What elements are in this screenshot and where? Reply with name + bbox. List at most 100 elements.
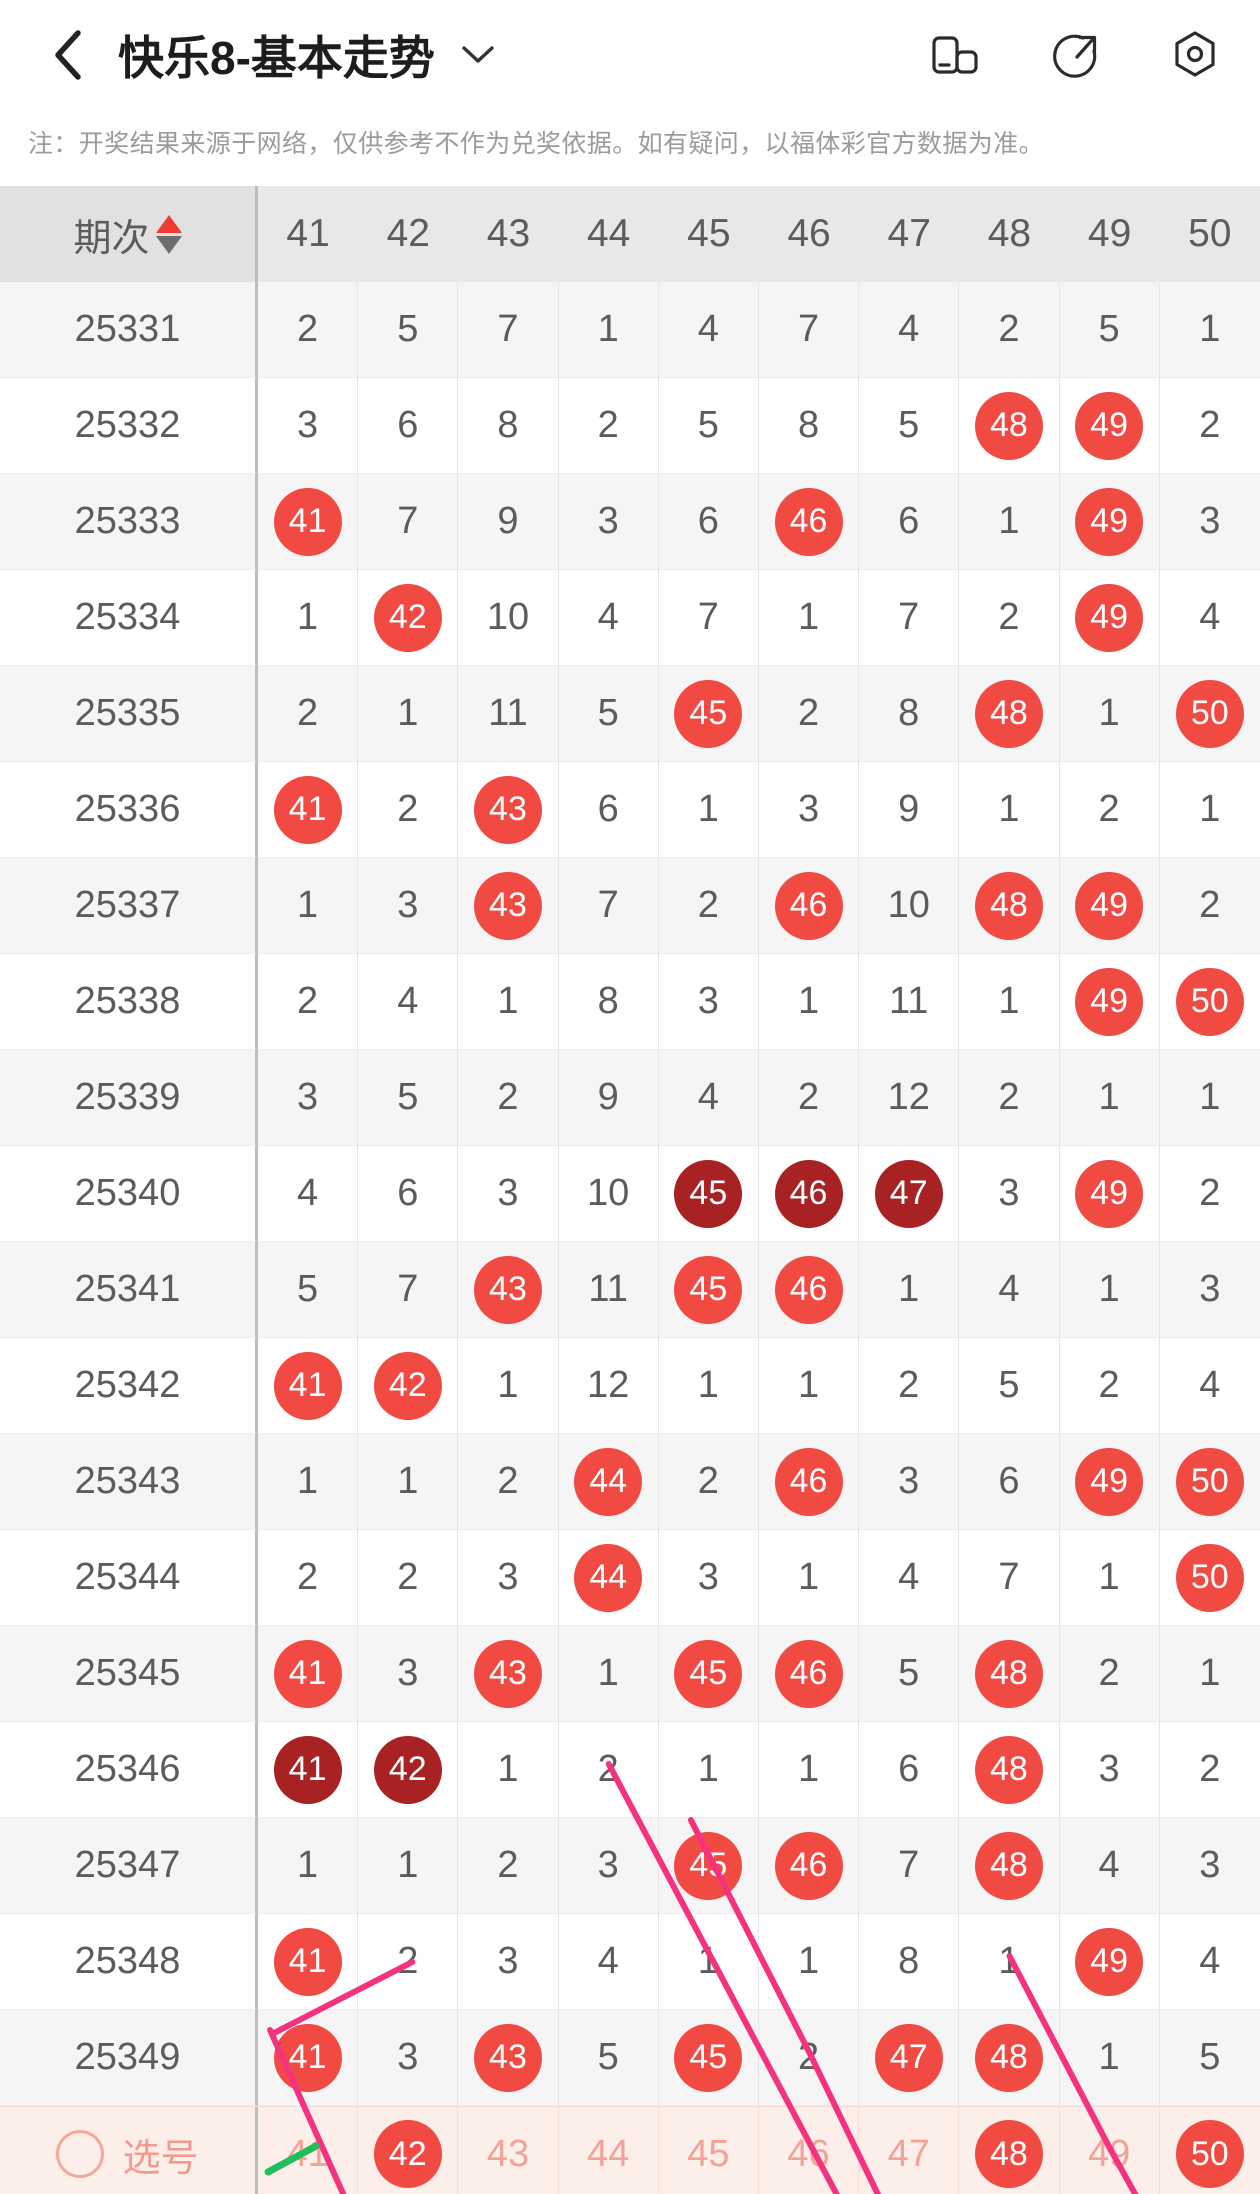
- table-row: 25331 2 5 7 1 4 7 4 2 5 1: [0, 282, 1260, 378]
- cell-48: 48: [959, 1722, 1060, 1818]
- pick-number-selected[interactable]: 50: [1175, 2120, 1244, 2188]
- cell-46: 2: [758, 1050, 860, 1146]
- cell-42: 6: [358, 1146, 459, 1242]
- pick-number-row[interactable]: 选号 41 42 43 44 45 46 47 48 49 50: [0, 2106, 1260, 2194]
- pick-number-46[interactable]: 46: [758, 2107, 860, 2194]
- split-screen-icon[interactable]: [926, 26, 984, 84]
- column-header-44[interactable]: 44: [558, 186, 659, 282]
- pick-label-cell[interactable]: 选号: [0, 2107, 258, 2194]
- pick-number-48[interactable]: 48: [959, 2107, 1060, 2194]
- cell-43: 8: [458, 378, 559, 474]
- column-header-50[interactable]: 50: [1159, 186, 1260, 282]
- hit-ball: 46: [774, 1447, 843, 1516]
- table-row: 25343 1 1 2 44 2 46 3 6 49 50: [0, 1434, 1260, 1530]
- column-header-period[interactable]: 期次: [0, 186, 258, 282]
- hit-ball: 50: [1175, 679, 1244, 748]
- column-header-41[interactable]: 41: [258, 186, 359, 282]
- unchecked-circle-icon[interactable]: [56, 2130, 105, 2178]
- table-row: 25340 4 6 3 10 45 46 47 3 49 2: [0, 1146, 1260, 1242]
- cell-49: 49: [1059, 1434, 1160, 1530]
- row-period: 25336: [0, 762, 258, 858]
- hit-ball: 49: [1075, 1447, 1144, 1516]
- cell-47: 9: [859, 762, 960, 858]
- sort-ascending-arrow[interactable]: [155, 214, 182, 233]
- cell-42: 1: [358, 1434, 459, 1530]
- back-button[interactable]: [40, 27, 96, 83]
- column-header-42[interactable]: 42: [358, 186, 459, 282]
- sort-toggle[interactable]: [155, 214, 182, 254]
- cell-43: 43: [458, 762, 559, 858]
- cell-47: 10: [859, 858, 960, 954]
- table-row: 25349 41 3 43 5 45 2 47 48 1 5: [0, 2010, 1260, 2106]
- pick-number-50[interactable]: 50: [1159, 2107, 1260, 2194]
- cell-42: 3: [358, 1626, 459, 1722]
- navigation-bar: 快乐8-基本走势: [0, 0, 1260, 110]
- hit-ball-repeat: 46: [774, 1159, 843, 1228]
- pick-number-49[interactable]: 49: [1059, 2107, 1160, 2194]
- cell-43: 1: [458, 1338, 559, 1434]
- cell-44: 1: [558, 282, 659, 378]
- cell-42: 3: [358, 858, 459, 954]
- hit-ball: 44: [574, 1447, 643, 1516]
- cell-49: 49: [1059, 1914, 1160, 2010]
- table-row: 25333 41 7 9 3 6 46 6 1 49 3: [0, 474, 1260, 570]
- cell-41: 5: [258, 1242, 359, 1338]
- share-arrow-icon[interactable]: [1046, 26, 1104, 84]
- cell-44: 2: [558, 378, 659, 474]
- cell-42: 7: [358, 1242, 459, 1338]
- cell-47: 12: [859, 1050, 960, 1146]
- sort-descending-arrow[interactable]: [155, 235, 182, 254]
- row-period: 25341: [0, 1242, 258, 1338]
- pick-number-42[interactable]: 42: [358, 2107, 459, 2194]
- column-header-46[interactable]: 46: [758, 186, 860, 282]
- chevron-down-icon[interactable]: [461, 38, 495, 72]
- cell-50: 3: [1159, 474, 1260, 570]
- page-title: 快乐8-基本走势: [118, 32, 435, 84]
- hit-ball: 47: [874, 2023, 943, 2092]
- pick-number-43[interactable]: 43: [458, 2107, 559, 2194]
- cell-46: 2: [758, 2010, 860, 2106]
- column-header-48[interactable]: 48: [959, 186, 1060, 282]
- cell-48: 2: [959, 570, 1060, 666]
- cell-44: 9: [558, 1050, 659, 1146]
- cell-43: 43: [458, 1242, 559, 1338]
- cell-41: 41: [258, 474, 359, 570]
- pick-number-selected[interactable]: 42: [373, 2120, 442, 2188]
- pick-number-47[interactable]: 47: [859, 2107, 960, 2194]
- column-header-49[interactable]: 49: [1059, 186, 1160, 282]
- row-period: 25335: [0, 666, 258, 762]
- table-row: 25345 41 3 43 1 45 46 5 48 2 1: [0, 1626, 1260, 1722]
- column-header-45[interactable]: 45: [658, 186, 759, 282]
- cell-42: 42: [358, 570, 459, 666]
- cell-48: 48: [959, 1626, 1060, 1722]
- cell-42: 4: [358, 954, 459, 1050]
- cell-41: 1: [258, 1434, 359, 1530]
- table-row: 25347 1 1 2 3 45 46 7 48 4 3: [0, 1818, 1260, 1914]
- table-row: 25332 3 6 8 2 5 8 5 48 49 2: [0, 378, 1260, 474]
- cell-44: 5: [558, 2010, 659, 2106]
- cell-41: 2: [258, 954, 359, 1050]
- cell-44: 10: [558, 1146, 659, 1242]
- pick-number-44[interactable]: 44: [558, 2107, 659, 2194]
- cell-49: 1: [1059, 666, 1160, 762]
- cell-41: 41: [258, 2010, 359, 2106]
- cell-43: 1: [458, 954, 559, 1050]
- cell-42: 2: [358, 1530, 459, 1626]
- hit-ball: 41: [273, 487, 342, 556]
- hexagon-settings-icon[interactable]: [1166, 26, 1224, 84]
- hit-ball: 45: [674, 679, 743, 748]
- cell-41: 2: [258, 666, 359, 762]
- pick-number-41[interactable]: 41: [258, 2107, 359, 2194]
- column-header-47[interactable]: 47: [859, 186, 960, 282]
- cell-48: 2: [959, 282, 1060, 378]
- pick-number-45[interactable]: 45: [658, 2107, 759, 2194]
- cell-41: 41: [258, 1338, 359, 1434]
- cell-49: 49: [1059, 1146, 1160, 1242]
- cell-45: 2: [658, 1434, 759, 1530]
- cell-45: 1: [658, 762, 759, 858]
- cell-42: 6: [358, 378, 459, 474]
- cell-46: 1: [758, 1914, 860, 2010]
- column-header-43[interactable]: 43: [458, 186, 559, 282]
- pick-number-selected[interactable]: 48: [974, 2120, 1043, 2188]
- cell-49: 2: [1059, 762, 1160, 858]
